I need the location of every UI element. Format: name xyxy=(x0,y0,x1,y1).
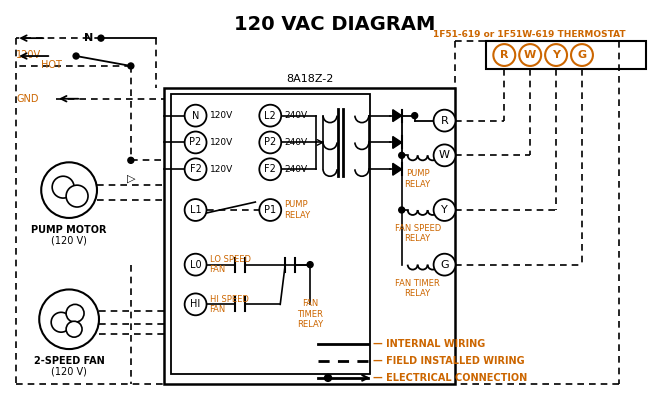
Text: F2: F2 xyxy=(190,164,202,174)
Circle shape xyxy=(307,261,313,268)
Circle shape xyxy=(66,185,88,207)
Circle shape xyxy=(185,199,206,221)
Circle shape xyxy=(128,63,134,69)
Circle shape xyxy=(52,176,74,198)
Polygon shape xyxy=(393,163,402,175)
Text: P1: P1 xyxy=(264,205,276,215)
Circle shape xyxy=(66,304,84,322)
Text: Y: Y xyxy=(441,205,448,215)
Text: ▷: ▷ xyxy=(127,173,135,183)
Circle shape xyxy=(185,105,206,127)
Circle shape xyxy=(185,293,206,315)
Text: W: W xyxy=(524,50,536,60)
Text: PUMP
RELAY: PUMP RELAY xyxy=(284,200,310,220)
Text: — INTERNAL WIRING: — INTERNAL WIRING xyxy=(373,339,485,349)
Text: L2: L2 xyxy=(265,111,276,121)
Text: G: G xyxy=(578,50,586,60)
Text: HOT: HOT xyxy=(42,60,62,70)
Text: 240V: 240V xyxy=(284,138,308,147)
Text: — ELECTRICAL CONNECTION: — ELECTRICAL CONNECTION xyxy=(373,373,527,383)
Text: COM: COM xyxy=(49,303,70,312)
Text: PUMP MOTOR: PUMP MOTOR xyxy=(31,225,107,235)
Text: 120 VAC DIAGRAM: 120 VAC DIAGRAM xyxy=(234,16,436,34)
Circle shape xyxy=(73,53,79,59)
Text: GND: GND xyxy=(16,94,39,104)
Polygon shape xyxy=(393,137,402,148)
Text: R: R xyxy=(500,50,509,60)
Circle shape xyxy=(185,158,206,180)
Circle shape xyxy=(40,290,99,349)
Bar xyxy=(171,94,370,374)
Circle shape xyxy=(545,44,567,66)
Text: PUMP
RELAY: PUMP RELAY xyxy=(405,169,431,189)
Text: 120V: 120V xyxy=(210,111,232,120)
Text: 8A18Z-2: 8A18Z-2 xyxy=(286,74,334,84)
Circle shape xyxy=(259,132,281,153)
Circle shape xyxy=(185,132,206,153)
Text: FAN TIMER
RELAY: FAN TIMER RELAY xyxy=(395,279,440,298)
Text: N: N xyxy=(192,111,199,121)
Circle shape xyxy=(259,158,281,180)
Circle shape xyxy=(51,312,71,332)
Text: HI: HI xyxy=(190,299,201,309)
Text: (120 V): (120 V) xyxy=(51,367,87,377)
Text: P2: P2 xyxy=(190,137,202,147)
Text: P2: P2 xyxy=(264,137,277,147)
Circle shape xyxy=(571,44,593,66)
Text: 1F51-619 or 1F51W-619 THERMOSTAT: 1F51-619 or 1F51W-619 THERMOSTAT xyxy=(433,30,626,39)
Circle shape xyxy=(66,321,82,337)
Circle shape xyxy=(493,44,515,66)
Text: LO: LO xyxy=(57,320,68,329)
Text: Y: Y xyxy=(552,50,560,60)
Text: L1: L1 xyxy=(190,205,202,215)
Circle shape xyxy=(259,105,281,127)
Text: 120V: 120V xyxy=(210,138,232,147)
Text: (120 V): (120 V) xyxy=(51,236,87,246)
Text: F2: F2 xyxy=(265,164,276,174)
Text: 240V: 240V xyxy=(284,111,308,120)
Circle shape xyxy=(433,145,456,166)
Circle shape xyxy=(98,35,104,41)
Text: W: W xyxy=(439,150,450,160)
Text: HI: HI xyxy=(71,309,79,318)
Text: G: G xyxy=(440,260,449,270)
Circle shape xyxy=(433,199,456,221)
Circle shape xyxy=(259,199,281,221)
Circle shape xyxy=(519,44,541,66)
Polygon shape xyxy=(393,110,402,122)
Circle shape xyxy=(399,207,405,213)
Text: L0: L0 xyxy=(190,260,202,270)
Bar xyxy=(486,41,646,69)
Circle shape xyxy=(128,158,134,163)
Text: FAN
TIMER
RELAY: FAN TIMER RELAY xyxy=(297,300,323,329)
Circle shape xyxy=(42,162,97,218)
Text: N: N xyxy=(84,33,94,43)
Circle shape xyxy=(324,375,332,381)
Text: R: R xyxy=(441,116,448,126)
Text: 240V: 240V xyxy=(284,165,308,174)
Text: 120V: 120V xyxy=(16,50,42,60)
Text: 120V: 120V xyxy=(210,165,232,174)
Circle shape xyxy=(433,254,456,276)
Circle shape xyxy=(185,254,206,276)
Circle shape xyxy=(433,110,456,132)
Bar xyxy=(163,88,454,384)
Circle shape xyxy=(411,113,417,119)
Circle shape xyxy=(399,153,405,158)
Text: FAN SPEED
RELAY: FAN SPEED RELAY xyxy=(395,224,441,243)
Text: HI SPEED
FAN: HI SPEED FAN xyxy=(210,295,249,314)
Text: — FIELD INSTALLED WIRING: — FIELD INSTALLED WIRING xyxy=(373,356,525,366)
Text: LO SPEED
FAN: LO SPEED FAN xyxy=(210,255,251,274)
Text: 2-SPEED FAN: 2-SPEED FAN xyxy=(34,356,105,366)
